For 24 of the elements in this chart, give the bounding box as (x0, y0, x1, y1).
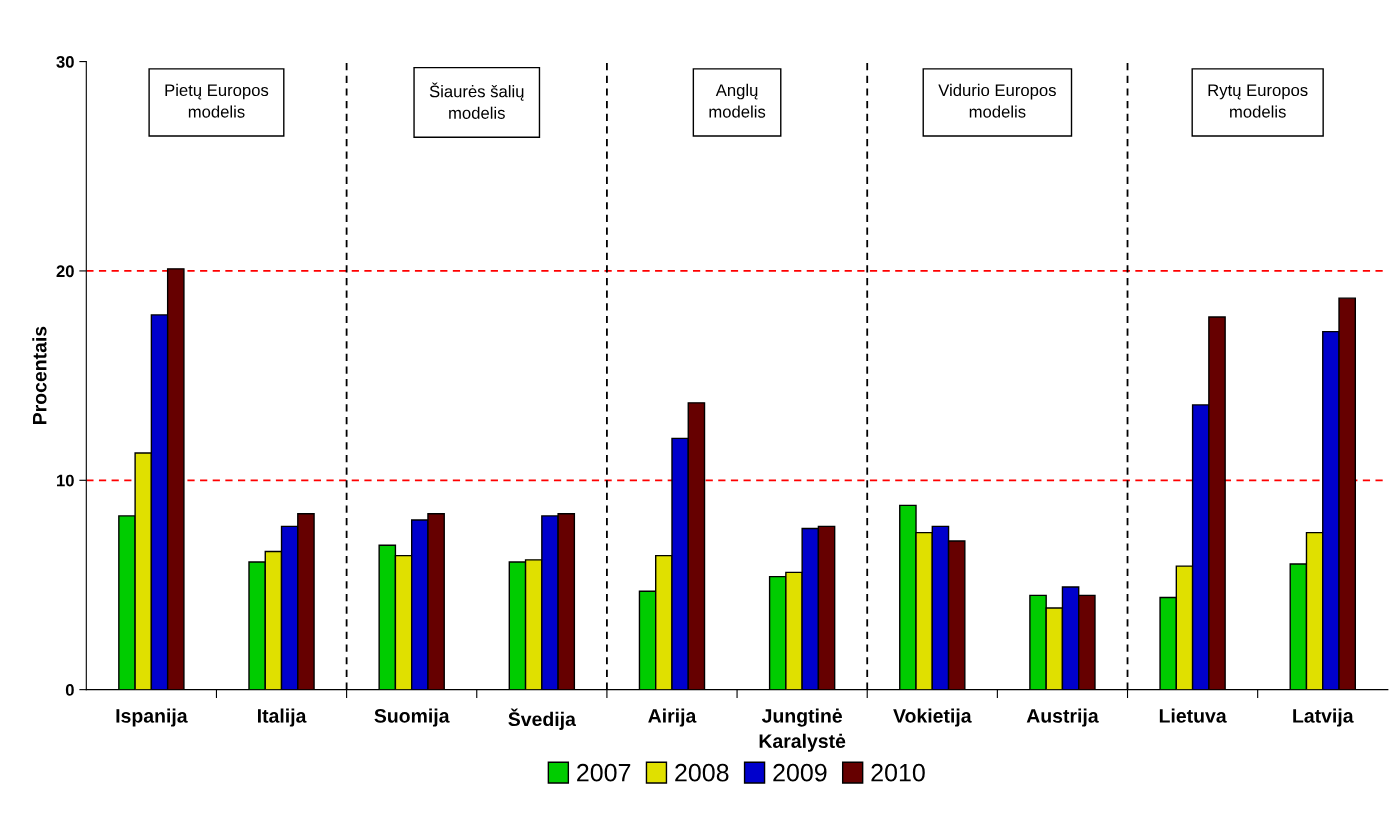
x-tick-label: Suomija (374, 708, 450, 727)
annotation: Anglų modelis (709, 83, 766, 118)
annotation: Pietų Europos modelis (165, 83, 269, 118)
annotation: Rytų Europos modelis (1208, 84, 1308, 118)
x-tick-label: Ispanija (116, 708, 188, 727)
legend-label: 2007 (577, 763, 631, 782)
y-tick-label: 20 (56, 265, 74, 278)
y-axis-title: Procentais (32, 326, 47, 425)
x-tick-label: Jungtinė Karalystė (759, 708, 846, 752)
y-tick-label: 0 (65, 684, 74, 696)
legend-label: 2010 (871, 763, 925, 782)
x-tick-label: Austrija (1026, 708, 1099, 727)
y-tick-label: 30 (56, 55, 74, 68)
legend-label: 2009 (773, 763, 827, 782)
x-tick-label: Airija (648, 708, 697, 727)
x-tick-label: Švedija (508, 708, 577, 730)
legend-label: 2008 (675, 763, 729, 782)
x-tick-label: Latvija (1293, 708, 1354, 727)
x-tick-label: Vokietija (893, 708, 972, 727)
x-tick-label: Lietuva (1159, 708, 1227, 723)
annotation: Vidurio Europos modelis (938, 83, 1056, 118)
y-tick-label: 10 (57, 474, 74, 487)
annotation: Šiaurės šalių modelis (429, 82, 524, 119)
x-tick-label: Italija (257, 708, 307, 727)
